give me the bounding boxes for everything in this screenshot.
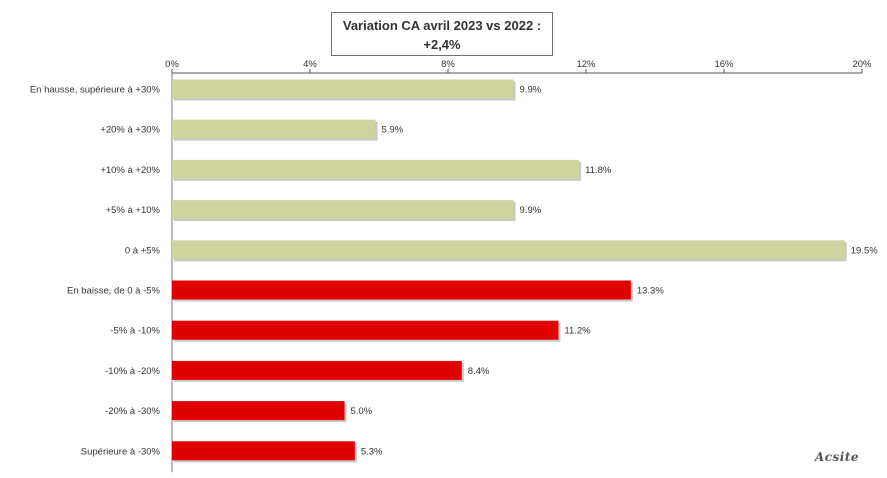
bar-6 bbox=[172, 320, 559, 340]
bar-2 bbox=[172, 159, 580, 179]
chart-title: Variation CA avril 2023 vs 2022 : +2,4% bbox=[331, 12, 553, 56]
brand-logo: Acsite bbox=[814, 450, 859, 464]
category-label-8: -20% à -30% bbox=[105, 406, 160, 417]
bar-9 bbox=[172, 441, 355, 461]
value-label-1: 5.9% bbox=[382, 125, 404, 136]
chart-title-line-2: +2,4% bbox=[423, 37, 461, 52]
x-tick-label-1: 4% bbox=[303, 59, 317, 70]
category-label-5: En baisse, de 0 à -5% bbox=[67, 286, 160, 297]
category-label-7: -10% à -20% bbox=[105, 366, 160, 377]
x-tick-label-2: 8% bbox=[441, 59, 455, 70]
category-label-3: +5% à +10% bbox=[106, 205, 161, 216]
value-label-3: 9.9% bbox=[520, 205, 542, 216]
bar-1 bbox=[172, 119, 376, 139]
category-label-6: -5% à -10% bbox=[110, 326, 160, 337]
category-label-4: 0 à +5% bbox=[125, 245, 161, 256]
bar-7 bbox=[172, 360, 462, 380]
category-label-0: En hausse, supérieure à +30% bbox=[30, 85, 161, 96]
value-label-6: 11.2% bbox=[564, 326, 591, 337]
category-label-1: +20% à +30% bbox=[100, 125, 160, 136]
chart-title-line-1: Variation CA avril 2023 vs 2022 : bbox=[342, 18, 542, 33]
bar-5 bbox=[172, 280, 631, 300]
x-tick-label-4: 16% bbox=[714, 59, 734, 70]
value-label-2: 11.8% bbox=[585, 165, 612, 176]
x-tick-label-3: 12% bbox=[576, 59, 596, 70]
value-label-8: 5.0% bbox=[351, 406, 373, 417]
category-label-9: Supérieure à -30% bbox=[81, 446, 161, 457]
bar-3 bbox=[172, 200, 514, 220]
bar-8 bbox=[172, 401, 345, 421]
bar-4 bbox=[172, 240, 845, 260]
bar-0 bbox=[172, 79, 514, 99]
value-label-7: 8.4% bbox=[468, 366, 490, 377]
value-label-9: 5.3% bbox=[361, 446, 383, 457]
x-tick-label-5: 20% bbox=[852, 59, 872, 70]
x-tick-label-0: 0% bbox=[165, 59, 179, 70]
value-label-5: 13.3% bbox=[637, 286, 664, 297]
category-label-2: +10% à +20% bbox=[100, 165, 160, 176]
value-label-0: 9.9% bbox=[520, 85, 542, 96]
value-label-4: 19.5% bbox=[851, 245, 878, 256]
